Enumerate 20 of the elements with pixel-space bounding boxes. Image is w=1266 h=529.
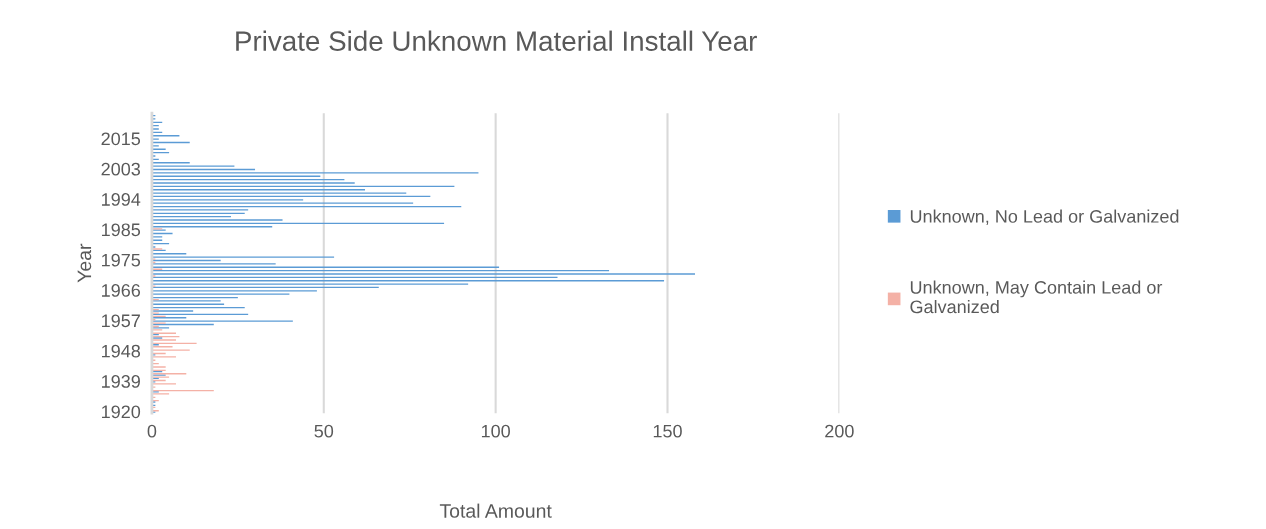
x-tick-label: 200: [825, 424, 854, 438]
legend-label: Unknown, No Lead or Galvanized: [910, 209, 1179, 225]
x-axis-title: Total Amount: [439, 503, 552, 518]
y-tick-label: 2003: [101, 162, 141, 176]
legend-label: Unknown, May Contain Lead or Galvanized: [910, 280, 1163, 314]
x-tick-label: 50: [314, 424, 334, 438]
y-axis-title: Year: [77, 243, 92, 283]
y-tick-label: 1939: [102, 375, 140, 388]
x-tick-label: 0: [147, 424, 157, 438]
y-tick-label: 1957: [102, 314, 140, 328]
chart-title: Private Side Unknown Material Install Year: [236, 30, 757, 51]
y-tick-label: 1920: [102, 405, 141, 419]
y-tick-label: 1994: [102, 193, 141, 206]
y-tick-label: 1948: [102, 344, 141, 358]
y-tick-label: 1966: [102, 284, 141, 297]
y-tick-label: 1985: [102, 223, 141, 237]
x-tick-label: 100: [481, 424, 510, 438]
y-tick-label: 1975: [102, 253, 141, 267]
x-tick-label: 150: [653, 424, 682, 438]
y-tick-label: 2015: [101, 132, 141, 146]
